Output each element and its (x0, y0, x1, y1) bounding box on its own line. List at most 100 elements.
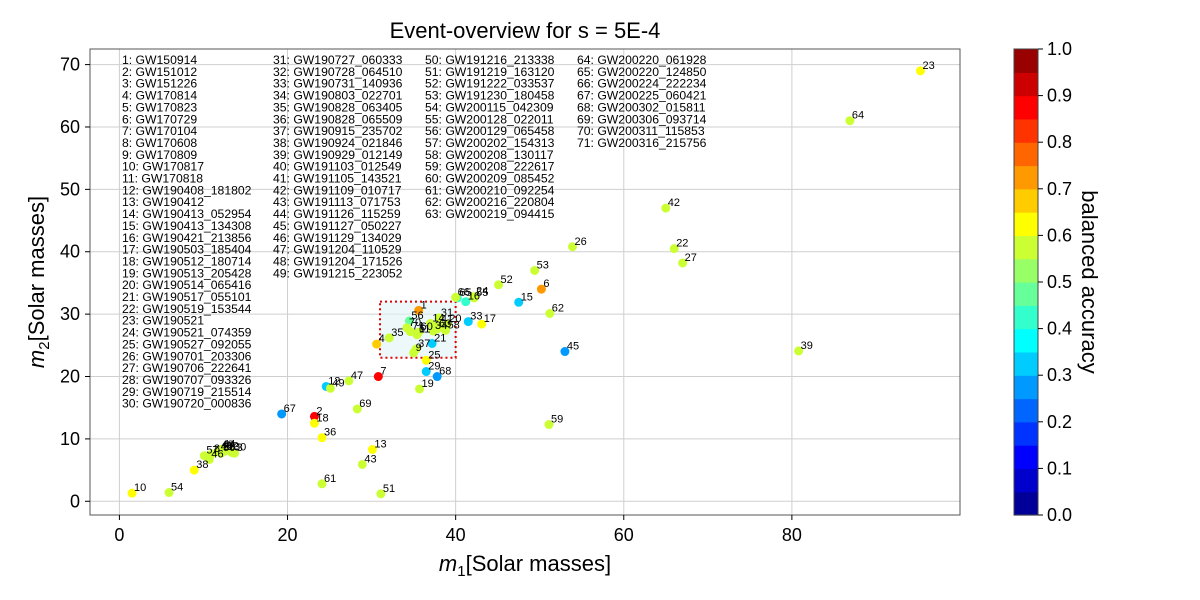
legend-entry: 55: GW200128_022011 (425, 112, 554, 126)
point-label: 15 (521, 291, 533, 303)
legend-entry: 17: GW190503_185404 (122, 243, 252, 257)
legend-entry: 63: GW200219_094415 (425, 207, 555, 221)
legend-entry: 22: GW190519_153544 (122, 302, 252, 316)
y-tick-label: 50 (60, 179, 80, 199)
legend-entry: 19: GW190513_205428 (122, 266, 252, 280)
point-label: 13 (374, 438, 386, 450)
legend-entry: 35: GW190828_063405 (273, 100, 403, 114)
legend-entry: 66: GW200224_222234 (577, 77, 707, 91)
data-point (127, 488, 137, 498)
point-label: 47 (351, 370, 363, 382)
point-label: 16 (468, 291, 480, 303)
legend-entry: 50: GW191216_213338 (425, 53, 555, 67)
point-label: 56 (411, 310, 423, 322)
data-point (373, 372, 383, 382)
point-label: 23 (922, 60, 934, 72)
colorbar-segment (1014, 375, 1038, 400)
legend-entry: 68: GW200302_015811 (577, 100, 706, 114)
data-point (915, 66, 925, 76)
legend-entry: 42: GW191109_010717 (273, 183, 402, 197)
legend-entry: 62: GW200216_220804 (425, 195, 555, 209)
point-label: 31 (441, 307, 453, 319)
data-point (344, 376, 354, 386)
point-label: 27 (685, 252, 697, 264)
point-label: 20 (449, 313, 461, 325)
colorbar-tick-label: 0.2 (1047, 412, 1072, 432)
point-label: 50 (223, 442, 235, 454)
point-label: 45 (567, 341, 579, 353)
legend-entry: 21: GW190517_055101 (122, 290, 252, 304)
data-point (227, 448, 237, 458)
point-label: 43 (364, 453, 376, 465)
legend-entry: 37: GW190915_235702 (273, 124, 403, 138)
legend-entry: 34: GW190803_022701 (273, 89, 403, 103)
data-point (352, 404, 362, 414)
legend-entry: 44: GW191126_115259 (273, 207, 401, 221)
legend-entry: 29: GW190719_215514 (122, 385, 252, 399)
data-point (384, 333, 394, 343)
legend-entry: 10: GW170817 (122, 160, 204, 174)
legend-entry: 6: GW170729 (122, 112, 197, 126)
legend-entry: 45: GW191127_050227 (273, 219, 402, 233)
data-point (164, 488, 174, 498)
legend-entry: 52: GW191222_033537 (425, 77, 555, 91)
colorbar: 0.0 0.1 0.2 0.3 0.4 0.5 0.6 0.7 0.8 0.9 1.0 balance… (1013, 39, 1102, 525)
legend-entry: 7: GW170104 (122, 124, 197, 138)
legend-entry: 39: GW190929_012149 (273, 148, 403, 162)
y-tick-label: 60 (60, 117, 80, 137)
legend-entry: 15: GW190413_134308 (122, 219, 252, 233)
legend-entry: 23: GW190521 (122, 314, 204, 328)
point-label: 65 (459, 287, 471, 299)
point-label: 11 (419, 324, 430, 336)
point-label: 67 (284, 403, 296, 415)
point-label: 69 (359, 398, 371, 410)
point-label: 68 (439, 366, 451, 378)
colorbar-segment (1014, 142, 1038, 167)
legend-entry: 43: GW191113_071753 (273, 195, 401, 209)
y-axis-title: m2[Solar masses] (24, 196, 53, 368)
colorbar-segment (1014, 398, 1038, 423)
legend-entry: 36: GW190828_065509 (273, 112, 403, 126)
data-point (421, 355, 431, 365)
data-point (536, 284, 546, 294)
point-label: 21 (434, 332, 446, 344)
data-point (560, 347, 570, 357)
point-label: 44 (223, 438, 235, 450)
point-label: 63 (439, 318, 451, 330)
point-label: 36 (324, 427, 336, 439)
legend-entry: 54: GW200115_042309 (425, 100, 554, 114)
legend-entry: 8: GW170608 (122, 136, 197, 150)
legend-entry: 31: GW190727_060333 (273, 53, 403, 67)
legend-entry: 51: GW191219_163120 (425, 65, 555, 79)
point-label: 6 (543, 278, 549, 290)
data-point (545, 309, 555, 319)
grid (90, 49, 960, 515)
colorbar-segment (1014, 305, 1038, 330)
point-label: 14 (432, 312, 444, 324)
data-point (427, 338, 437, 348)
y-tick-label: 20 (60, 367, 80, 387)
point-label: 22 (676, 238, 688, 250)
legend-entry: 65: GW200220_124850 (577, 65, 707, 79)
colorbar-segment (1014, 188, 1038, 213)
point-label: 34 (435, 320, 447, 332)
point-label: 49 (332, 377, 344, 389)
legend-entry: 58: GW200208_130117 (425, 148, 554, 162)
colorbar-segment (1014, 468, 1038, 493)
legend-entry: 28: GW190707_093326 (122, 373, 252, 387)
y-tick-label: 10 (60, 429, 80, 449)
data-point (411, 344, 421, 354)
data-point (461, 297, 471, 307)
legend-entry: 26: GW190701_203306 (122, 349, 252, 363)
data-point (357, 459, 367, 469)
data-point (376, 489, 386, 499)
point-label: 66 (458, 286, 470, 298)
data-point (434, 313, 444, 323)
data-point (678, 258, 688, 268)
legend-entry: 13: GW190412 (122, 195, 204, 209)
data-point (317, 433, 327, 443)
colorbar-tick-label: 0.6 (1047, 225, 1072, 245)
data-point (544, 420, 554, 430)
